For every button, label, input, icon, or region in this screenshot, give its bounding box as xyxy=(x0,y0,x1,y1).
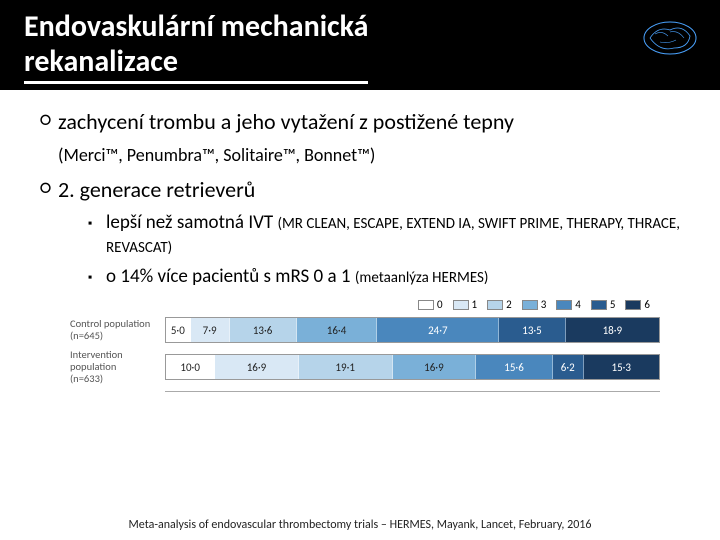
legend-item: 2 xyxy=(487,298,512,311)
row-label: Control population(n=645) xyxy=(70,318,165,342)
bar-segment: 5·0 xyxy=(166,318,191,342)
bar-segment: 24·7 xyxy=(377,318,499,342)
legend-swatch xyxy=(556,300,572,310)
bar-segment: 16·4 xyxy=(297,318,378,342)
chart-legend: 0 1 2 3 4 5 6 xyxy=(70,298,660,311)
bullet-1-sub: (Merci™, Penumbra™, Solitaire™, Bonnet™) xyxy=(58,144,690,166)
sub-bullet-1: ▪ lepší než samotná IVT (MR CLEAN, ESCAP… xyxy=(88,211,690,259)
circle-bullet-icon: ○ xyxy=(40,176,58,200)
legend-item: 5 xyxy=(591,298,616,311)
circle-bullet-icon: ○ xyxy=(40,108,58,132)
sub-bullet-2: ▪ o 14% více pacientů s mRS 0 a 1 (metaa… xyxy=(88,265,690,289)
bullet-1-text: zachycení trombu a jeho vytažení z posti… xyxy=(58,108,514,136)
hermes-chart: 0123456 Control population(n=645)5·07·91… xyxy=(70,298,660,392)
bar-segment: 13·5 xyxy=(499,318,566,342)
legend-swatch xyxy=(487,300,503,310)
bar-segment: 15·6 xyxy=(476,355,553,379)
chart-row: Control population(n=645)5·07·913·616·42… xyxy=(70,317,660,343)
sub2-lead: o 14% více pacientů s mRS 0 a 1 xyxy=(106,265,355,288)
square-bullet-icon: ▪ xyxy=(88,211,106,231)
stacked-bar: 5·07·913·616·424·713·518·9 xyxy=(165,317,660,343)
bar-segment: 18·9 xyxy=(566,318,659,342)
legend-swatch xyxy=(591,300,607,310)
bar-segment: 7·9 xyxy=(191,318,230,342)
legend-label: 1 xyxy=(472,298,478,311)
title-line1: Endovaskulární mechanická xyxy=(24,8,368,45)
legend-label: 0 xyxy=(437,298,443,311)
sub2-small: (metaanlýza HERMES) xyxy=(355,269,489,287)
row-label: Intervention population(n=633) xyxy=(70,349,165,385)
legend-label: 5 xyxy=(610,298,616,311)
title-line2: rekanalizace xyxy=(24,43,178,80)
legend-item: 4 xyxy=(556,298,581,311)
slide: Endovaskulární mechanická rekanalizace ○… xyxy=(0,0,720,540)
bullet-2: ○ 2. generace retrieverů xyxy=(40,176,690,204)
legend-label: 4 xyxy=(575,298,581,311)
legend-item: 1 xyxy=(453,298,478,311)
sub-bullet-2-text: o 14% více pacientů s mRS 0 a 1 (metaanl… xyxy=(106,265,488,289)
sub-bullet-list: ▪ lepší než samotná IVT (MR CLEAN, ESCAP… xyxy=(88,211,690,288)
bar-segment: 16·9 xyxy=(215,355,298,379)
bullet-2-text: 2. generace retrieverů xyxy=(58,176,255,204)
square-bullet-icon: ▪ xyxy=(88,265,106,285)
bullet-1: ○ zachycení trombu a jeho vytažení z pos… xyxy=(40,108,690,136)
legend-swatch xyxy=(453,300,469,310)
bar-segment: 10·0 xyxy=(166,355,215,379)
bar-segment: 6·2 xyxy=(553,355,584,379)
chart-rows: Control population(n=645)5·07·913·616·42… xyxy=(70,317,660,385)
legend-item: 6 xyxy=(625,298,650,311)
bar-segment: 16·9 xyxy=(393,355,476,379)
citation: Meta-analysis of endovascular thrombecto… xyxy=(0,518,720,532)
brain-icon xyxy=(640,18,700,58)
bar-segment: 13·6 xyxy=(230,318,297,342)
chart-axis xyxy=(165,391,660,392)
legend-label: 3 xyxy=(541,298,547,311)
header: Endovaskulární mechanická rekanalizace xyxy=(0,0,720,90)
slide-title: Endovaskulární mechanická rekanalizace xyxy=(24,10,368,84)
sub-bullet-1-text: lepší než samotná IVT (MR CLEAN, ESCAPE,… xyxy=(106,211,690,259)
bar-segment: 19·1 xyxy=(299,355,393,379)
legend-item: 3 xyxy=(522,298,547,311)
bar-segment: 15·3 xyxy=(584,355,659,379)
chart-row: Intervention population(n=633)10·016·919… xyxy=(70,349,660,385)
sub1-lead: lepší než samotná IVT xyxy=(106,211,277,234)
legend-label: 6 xyxy=(644,298,650,311)
legend-item: 0 xyxy=(418,298,443,311)
legend-swatch xyxy=(418,300,434,310)
legend-label: 2 xyxy=(506,298,512,311)
legend-swatch xyxy=(522,300,538,310)
legend-swatch xyxy=(625,300,641,310)
stacked-bar: 10·016·919·116·915·66·215·3 xyxy=(165,354,660,380)
slide-body: ○ zachycení trombu a jeho vytažení z pos… xyxy=(0,90,720,392)
